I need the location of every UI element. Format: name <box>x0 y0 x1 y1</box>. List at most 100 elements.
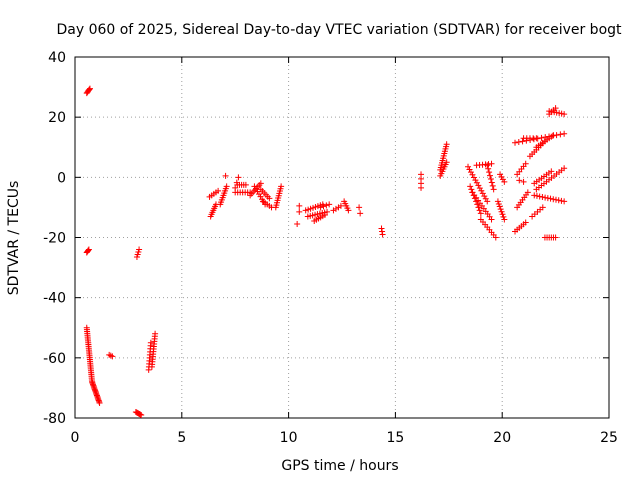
data-point <box>538 134 545 141</box>
data-point <box>488 160 495 167</box>
data-point <box>215 187 222 194</box>
data-point <box>512 139 519 146</box>
data-point <box>552 196 559 203</box>
data-point <box>467 183 474 190</box>
data-point <box>558 197 565 204</box>
data-point <box>86 86 93 93</box>
data-point <box>547 195 554 202</box>
data-point <box>472 177 479 184</box>
data-point <box>257 180 264 187</box>
x-tick-label: 10 <box>280 430 298 446</box>
x-tick-label: 5 <box>177 430 186 446</box>
data-point <box>561 111 568 118</box>
x-axis-label: GPS time / hours <box>281 458 398 474</box>
chart-title: Day 060 of 2025, Sidereal Day-to-day VTE… <box>56 22 622 38</box>
data-point <box>317 204 324 211</box>
data-point <box>550 132 557 139</box>
data-point <box>379 231 386 238</box>
x-tick-label: 15 <box>386 430 404 446</box>
data-point <box>135 249 142 256</box>
data-point <box>497 206 504 213</box>
data-point <box>486 169 493 176</box>
data-points <box>83 85 568 418</box>
data-point <box>479 190 486 197</box>
data-point <box>470 174 477 181</box>
data-point <box>516 177 523 184</box>
x-axis-ticks: 0 5 10 15 20 25 <box>71 57 618 446</box>
data-point <box>489 182 496 189</box>
data-point <box>485 165 492 172</box>
data-point <box>481 193 488 200</box>
data-point <box>501 178 508 185</box>
y-axis-ticks: -80 -60 -40 -20 0 20 40 <box>43 50 609 427</box>
data-point <box>323 202 330 209</box>
data-point <box>496 203 503 210</box>
data-point <box>552 234 559 241</box>
data-point <box>471 195 478 202</box>
data-point <box>85 247 92 254</box>
data-point <box>443 159 450 166</box>
data-point <box>533 135 540 142</box>
y-tick-label: -60 <box>43 351 66 367</box>
data-point <box>357 210 364 217</box>
data-point <box>223 183 230 190</box>
y-tick-label: 20 <box>48 110 66 126</box>
data-point <box>484 162 491 169</box>
data-point <box>495 200 502 207</box>
data-point <box>137 411 144 418</box>
data-point <box>356 204 363 211</box>
data-point <box>500 213 507 220</box>
data-point <box>519 138 526 145</box>
y-tick-label: 40 <box>48 50 66 66</box>
y-tick-label: -20 <box>43 231 66 247</box>
data-point <box>109 353 116 360</box>
data-point <box>320 203 327 210</box>
data-point <box>550 196 557 203</box>
data-point <box>326 201 333 208</box>
data-point <box>549 132 556 139</box>
data-point <box>555 197 562 204</box>
data-point <box>552 105 559 112</box>
data-point <box>492 234 499 241</box>
data-point <box>242 181 249 188</box>
data-point <box>536 193 543 200</box>
data-point <box>531 192 538 199</box>
data-point <box>488 216 495 223</box>
data-point <box>294 220 301 227</box>
data-point <box>522 160 529 167</box>
data-point <box>515 139 522 146</box>
data-point <box>476 207 483 214</box>
data-point <box>296 208 303 215</box>
y-axis-label: SDTVAR / TECUs <box>6 181 22 296</box>
data-point <box>469 171 476 178</box>
data-point <box>152 330 159 337</box>
data-point <box>490 186 497 193</box>
grid <box>75 57 609 418</box>
data-point <box>345 207 352 214</box>
data-point <box>499 176 506 183</box>
data-point <box>443 141 450 148</box>
data-point <box>138 411 145 418</box>
data-point <box>542 194 549 201</box>
data-point <box>379 228 386 235</box>
data-point <box>484 198 491 205</box>
y-tick-label: -80 <box>43 411 66 427</box>
data-point <box>296 202 303 209</box>
data-point <box>324 208 331 215</box>
data-point <box>497 171 504 178</box>
data-point <box>498 173 505 180</box>
data-point <box>133 254 140 261</box>
x-tick-label: 25 <box>600 430 618 446</box>
data-point <box>539 204 546 211</box>
data-point <box>548 168 555 175</box>
data-point <box>476 185 483 192</box>
data-point <box>482 195 489 202</box>
data-point <box>561 165 568 172</box>
data-point <box>488 179 495 186</box>
data-point <box>278 183 285 190</box>
data-point <box>478 187 485 194</box>
data-point <box>468 186 475 193</box>
data-point <box>486 172 493 179</box>
data-point <box>520 178 527 185</box>
